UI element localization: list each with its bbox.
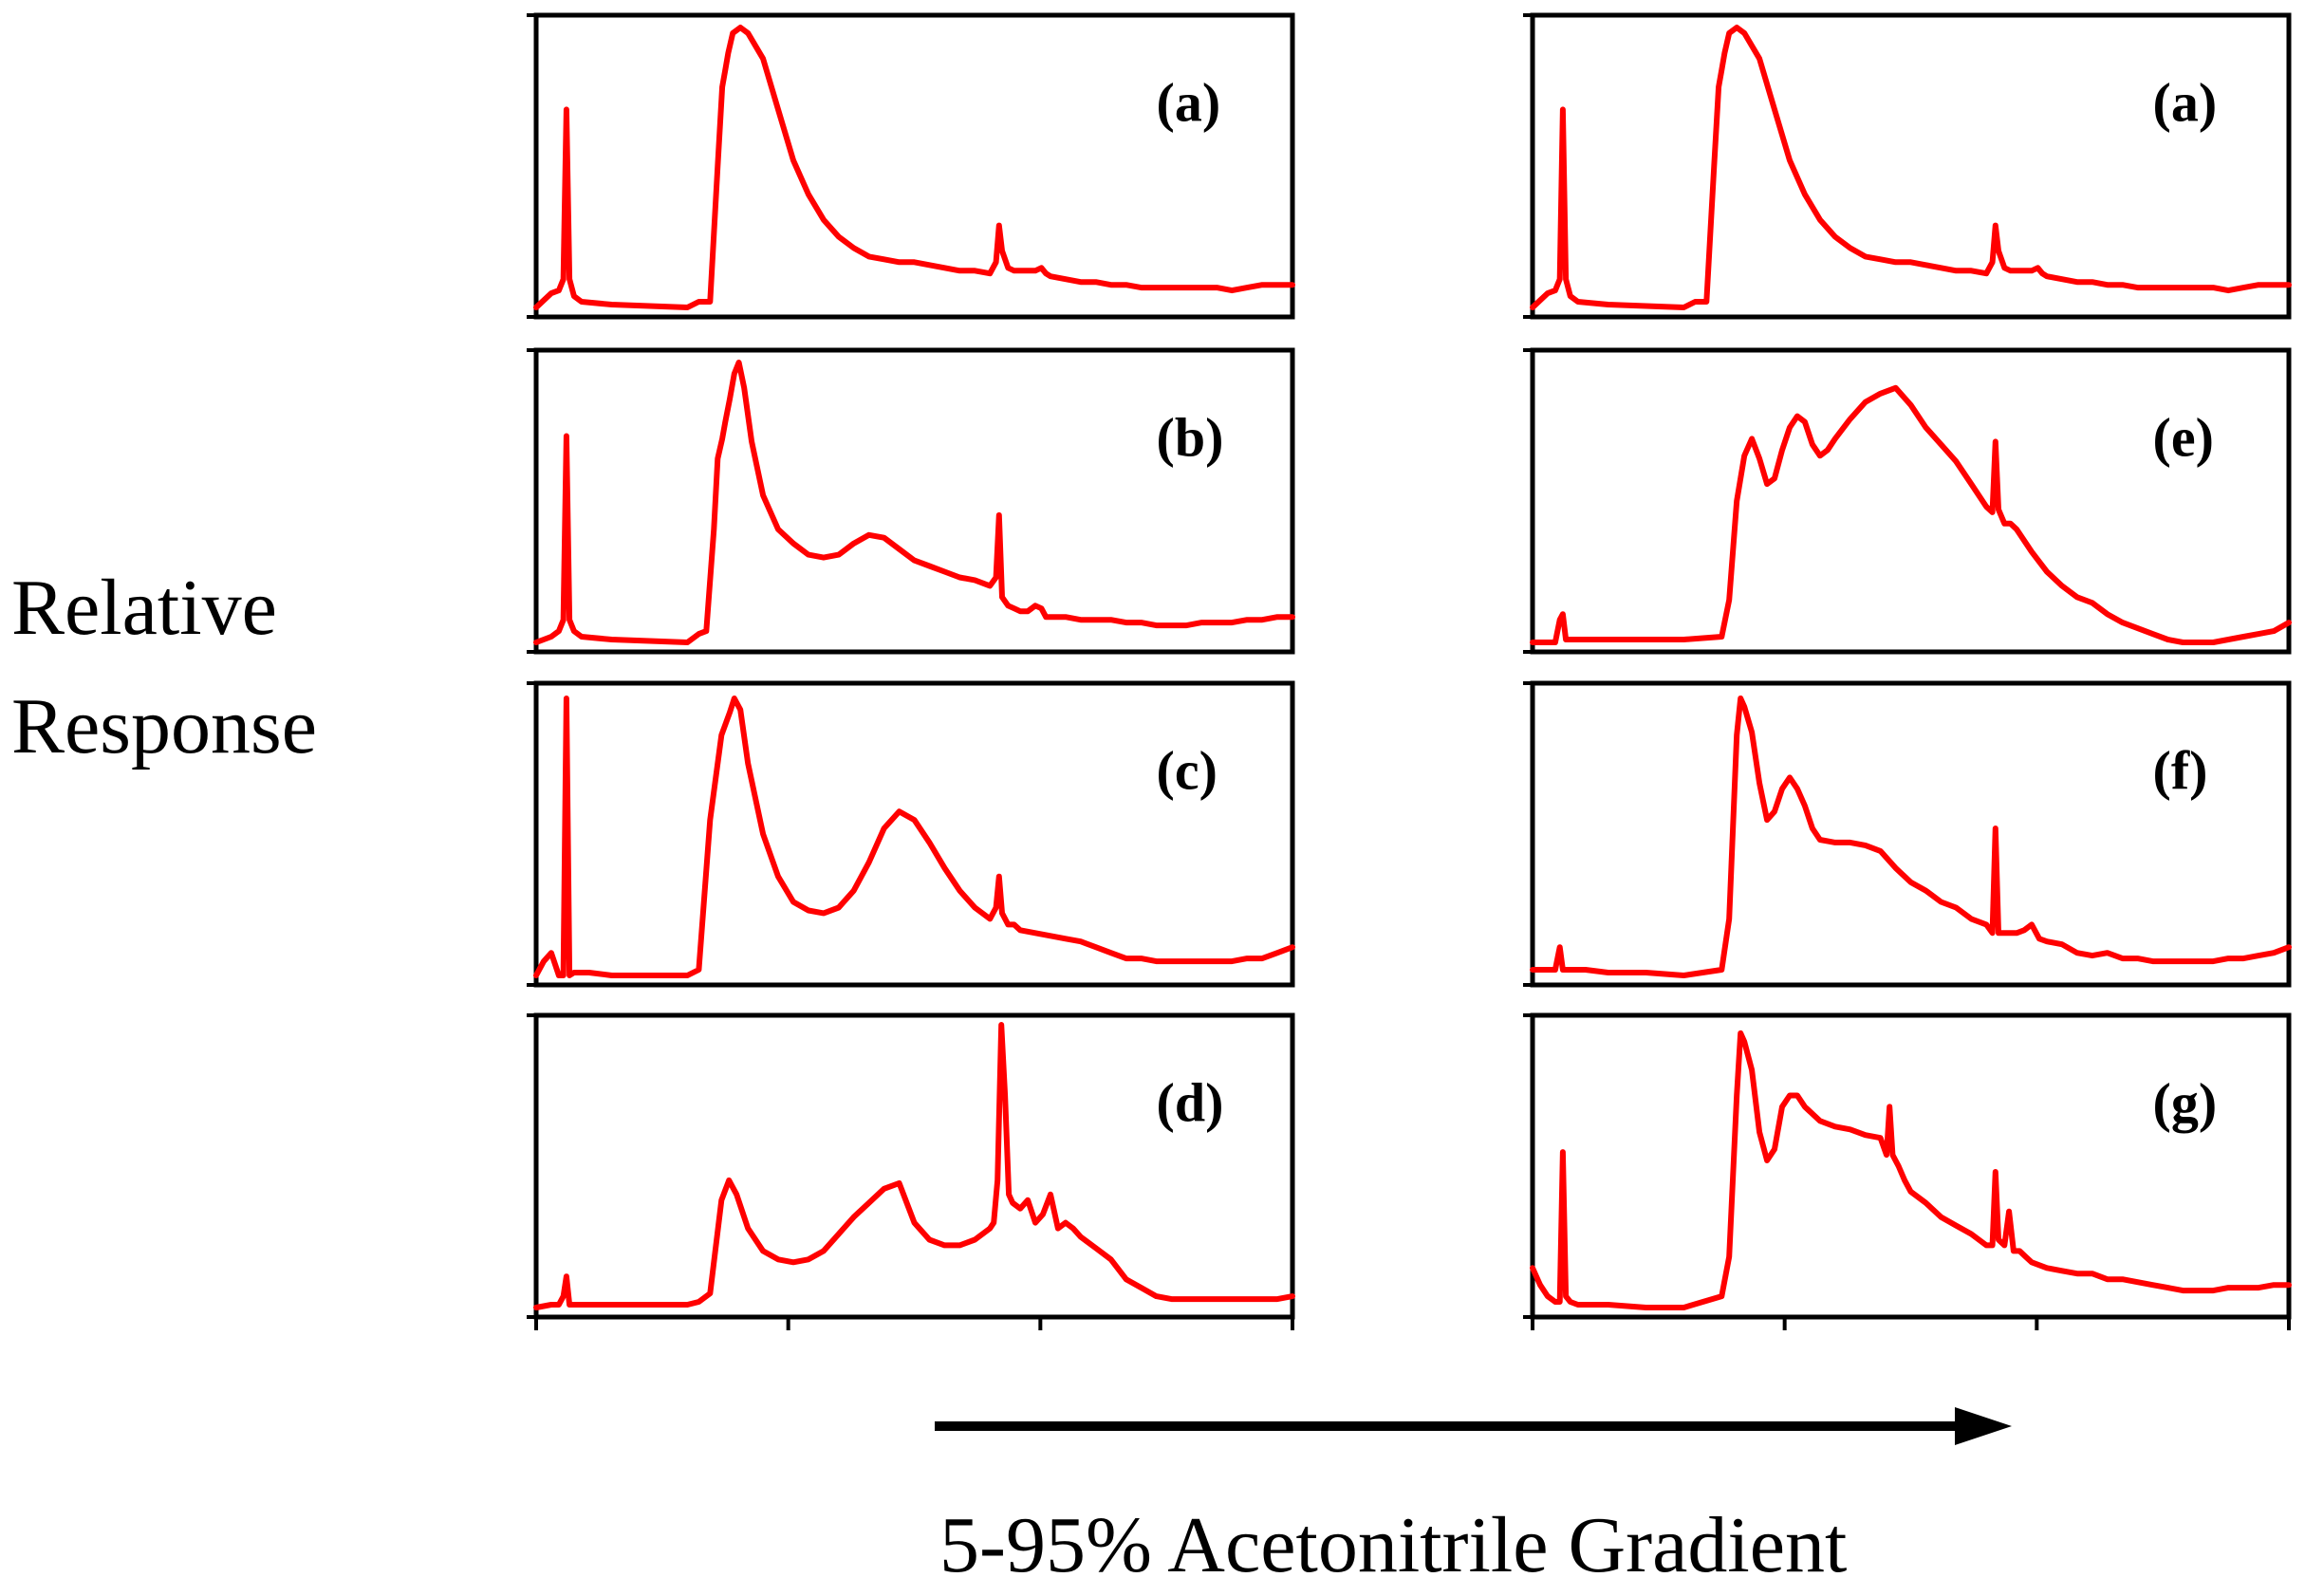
panel-label: (g)	[2153, 1071, 2218, 1133]
panel-frame	[533, 680, 1295, 988]
panel-label: (f)	[2153, 739, 2208, 801]
chromatogram-trace	[1530, 25, 2292, 310]
chromatogram-trace	[1530, 1030, 2292, 1310]
panel-5: (a)	[1523, 12, 2292, 320]
x-axis-label: 5-95% Acetonitrile Gradient	[939, 1501, 1847, 1589]
panel-frame	[533, 347, 1295, 655]
panel-label: (a)	[2153, 71, 2218, 133]
panel-label: (a)	[1157, 71, 1221, 133]
panel-8: (g)	[1523, 1012, 2292, 1330]
panel-2: (b)	[527, 347, 1295, 655]
panel-label: (c)	[1157, 739, 1218, 801]
panel-1: (a)	[527, 12, 1295, 320]
panel-frame	[1530, 347, 2292, 655]
chromatogram-trace	[1530, 384, 2292, 645]
y-axis-label: Relative Response	[11, 564, 317, 770]
chromatogram-trace	[1530, 696, 2292, 978]
y-axis-label-line-1: Relative	[11, 564, 277, 652]
panel-4: (d)	[527, 1012, 1295, 1330]
panel-frame	[1530, 12, 2292, 320]
panel-frame	[533, 12, 1295, 320]
panels: (a) (b) (c) (d) (a) (e) (f) (g)	[527, 12, 2292, 1330]
y-axis-label-line-2: Response	[11, 682, 317, 770]
panel-6: (e)	[1523, 347, 2292, 655]
chromatogram-trace	[533, 696, 1295, 978]
chromatogram-trace	[533, 360, 1295, 645]
panel-label: (b)	[1157, 406, 1224, 468]
chromatogram-trace	[533, 25, 1295, 310]
panel-frame	[1530, 680, 2292, 988]
panel-7: (f)	[1523, 680, 2292, 988]
panel-label: (d)	[1157, 1071, 1224, 1133]
panel-3: (c)	[527, 680, 1295, 988]
gradient-arrow	[935, 1407, 2012, 1445]
panel-frame	[1530, 1012, 2292, 1320]
gradient-arrow-head	[1955, 1407, 2012, 1445]
chromatogram-trace	[533, 1022, 1295, 1310]
panel-frame	[533, 1012, 1295, 1320]
panel-label: (e)	[2153, 406, 2214, 468]
